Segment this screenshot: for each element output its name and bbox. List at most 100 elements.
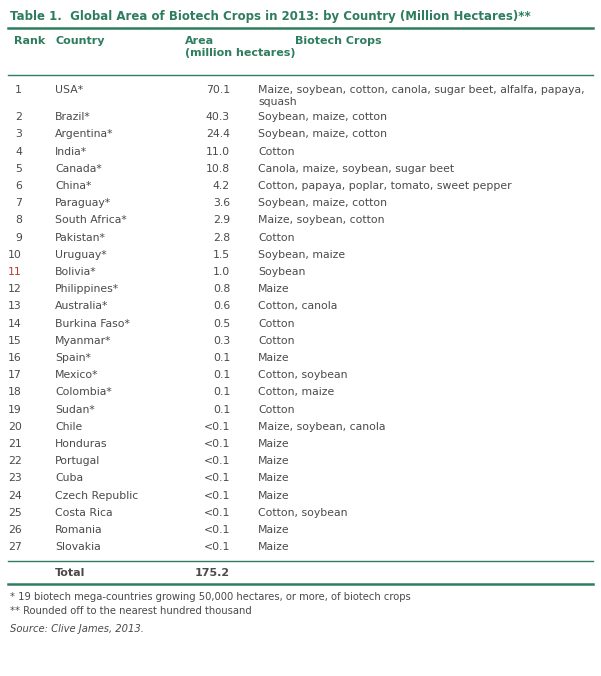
Text: Soybean, maize, cotton: Soybean, maize, cotton <box>258 112 387 122</box>
Text: Table 1.  Global Area of Biotech Crops in 2013: by Country (Million Hectares)**: Table 1. Global Area of Biotech Crops in… <box>10 10 531 23</box>
Text: Romania: Romania <box>55 525 103 535</box>
Text: 10: 10 <box>8 250 22 260</box>
Text: Maize, soybean, cotton, canola, sugar beet, alfalfa, papaya,
squash: Maize, soybean, cotton, canola, sugar be… <box>258 85 585 107</box>
Text: Maize: Maize <box>258 473 290 483</box>
Text: 24: 24 <box>8 491 22 501</box>
Text: Costa Rica: Costa Rica <box>55 508 112 518</box>
Text: Argentina*: Argentina* <box>55 129 114 139</box>
Text: 4.2: 4.2 <box>213 181 230 191</box>
Text: Rank: Rank <box>14 36 45 46</box>
Text: Bolivia*: Bolivia* <box>55 267 97 277</box>
Text: 14: 14 <box>8 318 22 329</box>
Text: Brazil*: Brazil* <box>55 112 91 122</box>
Text: 24.4: 24.4 <box>206 129 230 139</box>
Text: 10.8: 10.8 <box>206 164 230 174</box>
Text: Soybean, maize, cotton: Soybean, maize, cotton <box>258 198 387 208</box>
Text: 20: 20 <box>8 422 22 432</box>
Text: 0.5: 0.5 <box>213 318 230 329</box>
Text: 175.2: 175.2 <box>195 569 230 579</box>
Text: 18: 18 <box>8 387 22 397</box>
Text: 23: 23 <box>8 473 22 483</box>
Text: 13: 13 <box>8 301 22 312</box>
Text: Cotton: Cotton <box>258 336 294 346</box>
Text: Philippines*: Philippines* <box>55 284 119 294</box>
Text: 25: 25 <box>8 508 22 518</box>
Text: Canada*: Canada* <box>55 164 102 174</box>
Text: Maize, soybean, canola: Maize, soybean, canola <box>258 422 385 432</box>
Text: 0.1: 0.1 <box>213 353 230 363</box>
Text: Area
(million hectares): Area (million hectares) <box>185 36 296 58</box>
Text: Country: Country <box>55 36 105 46</box>
Text: 27: 27 <box>8 542 22 552</box>
Text: 1: 1 <box>15 85 22 95</box>
Text: 12: 12 <box>8 284 22 294</box>
Text: Uruguay*: Uruguay* <box>55 250 106 260</box>
Text: Maize: Maize <box>258 353 290 363</box>
Text: Cotton: Cotton <box>258 233 294 243</box>
Text: Maize, soybean, cotton: Maize, soybean, cotton <box>258 216 385 225</box>
Text: * 19 biotech mega-countries growing 50,000 hectares, or more, of biotech crops: * 19 biotech mega-countries growing 50,0… <box>10 592 410 602</box>
Text: Chile: Chile <box>55 422 82 432</box>
Text: 26: 26 <box>8 525 22 535</box>
Text: Czech Republic: Czech Republic <box>55 491 138 501</box>
Text: USA*: USA* <box>55 85 83 95</box>
Text: 8: 8 <box>15 216 22 225</box>
Text: Honduras: Honduras <box>55 439 108 449</box>
Text: Maize: Maize <box>258 542 290 552</box>
Text: Sudan*: Sudan* <box>55 405 95 414</box>
Text: 0.1: 0.1 <box>213 387 230 397</box>
Text: 40.3: 40.3 <box>206 112 230 122</box>
Text: Maize: Maize <box>258 439 290 449</box>
Text: South Africa*: South Africa* <box>55 216 127 225</box>
Text: Cotton, soybean: Cotton, soybean <box>258 370 347 380</box>
Text: Soybean, maize: Soybean, maize <box>258 250 345 260</box>
Text: Burkina Faso*: Burkina Faso* <box>55 318 130 329</box>
Text: <0.1: <0.1 <box>204 525 230 535</box>
Text: Total: Total <box>55 569 85 579</box>
Text: 2.8: 2.8 <box>213 233 230 243</box>
Text: Paraguay*: Paraguay* <box>55 198 111 208</box>
Text: <0.1: <0.1 <box>204 422 230 432</box>
Text: Soybean, maize, cotton: Soybean, maize, cotton <box>258 129 387 139</box>
Text: 0.1: 0.1 <box>213 370 230 380</box>
Text: <0.1: <0.1 <box>204 456 230 466</box>
Text: Cotton: Cotton <box>258 318 294 329</box>
Text: 11: 11 <box>8 267 22 277</box>
Text: 0.1: 0.1 <box>213 405 230 414</box>
Text: Slovakia: Slovakia <box>55 542 101 552</box>
Text: Maize: Maize <box>258 491 290 501</box>
Text: 7: 7 <box>15 198 22 208</box>
Text: 2.9: 2.9 <box>213 216 230 225</box>
Text: Cotton, canola: Cotton, canola <box>258 301 337 312</box>
Text: <0.1: <0.1 <box>204 491 230 501</box>
Text: Biotech Crops: Biotech Crops <box>295 36 382 46</box>
Text: 0.6: 0.6 <box>213 301 230 312</box>
Text: Maize: Maize <box>258 456 290 466</box>
Text: Maize: Maize <box>258 284 290 294</box>
Text: 5: 5 <box>15 164 22 174</box>
Text: 0.3: 0.3 <box>213 336 230 346</box>
Text: Mexico*: Mexico* <box>55 370 99 380</box>
Text: Myanmar*: Myanmar* <box>55 336 112 346</box>
Text: <0.1: <0.1 <box>204 508 230 518</box>
Text: 3: 3 <box>15 129 22 139</box>
Text: Australia*: Australia* <box>55 301 108 312</box>
Text: 70.1: 70.1 <box>206 85 230 95</box>
Text: <0.1: <0.1 <box>204 473 230 483</box>
Text: India*: India* <box>55 147 87 157</box>
Text: Pakistan*: Pakistan* <box>55 233 106 243</box>
Text: <0.1: <0.1 <box>204 439 230 449</box>
Text: Cotton: Cotton <box>258 405 294 414</box>
Text: Cotton: Cotton <box>258 147 294 157</box>
Text: <0.1: <0.1 <box>204 542 230 552</box>
Text: 3.6: 3.6 <box>213 198 230 208</box>
Text: Source: Clive James, 2013.: Source: Clive James, 2013. <box>10 625 144 634</box>
Text: Spain*: Spain* <box>55 353 91 363</box>
Text: 22: 22 <box>8 456 22 466</box>
Text: 6: 6 <box>15 181 22 191</box>
Text: Cotton, maize: Cotton, maize <box>258 387 334 397</box>
Text: 16: 16 <box>8 353 22 363</box>
Text: 9: 9 <box>15 233 22 243</box>
Text: Soybean: Soybean <box>258 267 305 277</box>
Text: 4: 4 <box>15 147 22 157</box>
